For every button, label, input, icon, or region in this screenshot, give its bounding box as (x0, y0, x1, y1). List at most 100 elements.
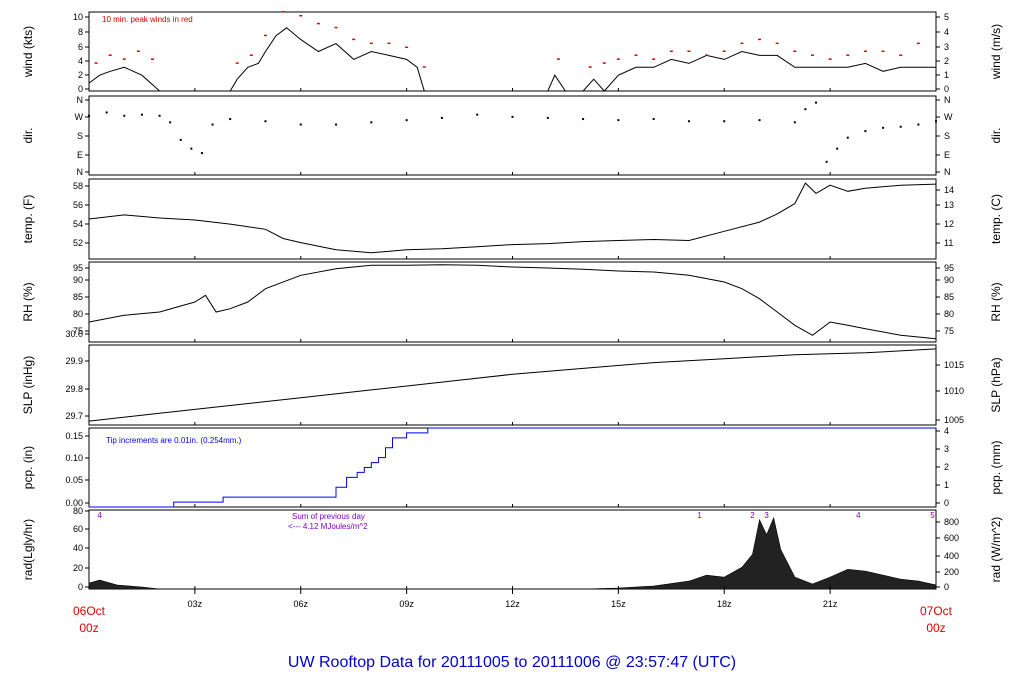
ytick-label-left: W (75, 112, 84, 122)
ylabel-left-slp: SLP (inHg) (21, 356, 35, 414)
peak-wind-mark (299, 14, 303, 17)
xtick-label: 06z (293, 599, 308, 609)
ytick-label-right: 90 (944, 275, 954, 285)
solar-mark: 1 (697, 511, 702, 520)
dir-point (864, 130, 867, 133)
dir-point (335, 123, 338, 126)
peak-wind-mark (405, 46, 409, 49)
ytick-label-left: 0 (78, 84, 83, 94)
dir-point (476, 113, 479, 116)
ytick-label-right: 2 (944, 462, 949, 472)
peak-wind-mark (793, 50, 797, 52)
peak-wind-mark (556, 58, 560, 60)
dir-point (140, 113, 143, 116)
ylabel-right-dir: dir. (989, 127, 1003, 143)
dir-point (88, 114, 90, 117)
dir-point (200, 152, 203, 155)
panel-frame-temp (88, 178, 937, 260)
ytick-label-right: 600 (944, 533, 959, 543)
peak-wind-mark (334, 26, 338, 29)
solar-mark: 4 (856, 511, 861, 520)
dir-point (546, 116, 549, 119)
ylabel-right-slp: SLP (hPa) (989, 357, 1003, 412)
peak-wind-mark (136, 50, 140, 52)
ytick-label-right: N (944, 167, 951, 177)
ytick-label-left: 30.0 (65, 329, 83, 339)
ytick-label-right: 0 (944, 582, 949, 592)
panel-slp: 29.7 29.8 29.9 30.0 1005 1010 1015 SLP (inHg) SL… (21, 329, 1003, 426)
xtick-label: 12z (505, 599, 520, 609)
ytick-label-right: 4 (944, 27, 949, 37)
ytick-label-left: N (77, 95, 84, 105)
ytick-label-right: 80 (944, 309, 954, 319)
ytick-label-right: W (944, 112, 953, 122)
ytick-label-right: S (944, 131, 950, 141)
peak-wind-mark (634, 54, 638, 56)
solar-mark: 3 (764, 511, 769, 520)
ytick-label-right: 1 (944, 70, 949, 80)
ytick-label-right: 0 (944, 84, 949, 94)
ytick-label-right: 4 (944, 426, 949, 436)
panel-frame-wind (88, 11, 937, 92)
ytick-label-left: 0.15 (65, 431, 83, 441)
ytick-label-left: S (77, 131, 83, 141)
temp-line (88, 182, 937, 254)
ylabel-right-pcp: pcp. (mm) (989, 440, 1003, 494)
ylabel-left-rh: RH (%) (21, 282, 35, 321)
dir-point (190, 147, 193, 150)
dir-point (758, 119, 761, 122)
dir-point (405, 119, 408, 122)
ytick-label-right: 1010 (944, 386, 964, 396)
peak-wind-mark (387, 42, 391, 45)
dir-point (846, 136, 849, 139)
dir-point (264, 120, 267, 123)
peak-wind-mark (352, 38, 356, 41)
solar-mark: 4 (97, 511, 102, 520)
dir-point (899, 125, 902, 128)
panel-wind: 0 2 4 6 8 10 0 1 2 3 4 5 wind (kts) wind (m/s) 10 min.… (21, 11, 1003, 94)
wind-annotation: 10 min. peak winds in red (102, 15, 193, 24)
ytick-label-left: 0 (78, 582, 83, 592)
xtick-label: 09z (399, 599, 414, 609)
ytick-label-left: 6 (78, 42, 83, 52)
ytick-label-right: 0 (944, 498, 949, 508)
ytick-label-left: 56 (73, 200, 83, 210)
xtick-label: 21z (823, 599, 838, 609)
peak-wind-mark (916, 42, 920, 45)
peak-wind-mark (828, 58, 832, 60)
peak-wind-mark (669, 50, 673, 52)
x-end-date: 07Oct (920, 604, 953, 618)
ytick-label-left: 75 (73, 326, 83, 336)
ytick-label-right: 1 (944, 480, 949, 490)
rad-annotation-2: <--- 4.12 MJoules/m^2 (288, 522, 368, 531)
panel-frame-rh (88, 261, 937, 343)
ytick-label-left: 29.7 (65, 411, 83, 421)
panel-temp: 52 54 56 58 11 12 13 14 temp. (F) temp. (C) (21, 178, 1003, 260)
peak-wind-mark (281, 11, 285, 13)
peak-wind-mark (810, 54, 814, 56)
dir-point (917, 123, 920, 126)
dir-point (169, 121, 172, 124)
peak-wind-mark (369, 42, 373, 45)
panel-frame-slp (88, 344, 937, 426)
peak-wind-mark (602, 62, 606, 64)
peak-wind-mark (588, 66, 592, 68)
chart-title: UW Rooftop Data for 20111005 to 20111006… (288, 654, 736, 671)
ytick-label-right: 13 (944, 200, 954, 210)
wind-line (88, 27, 936, 92)
peak-wind-mark (758, 38, 762, 41)
ytick-label-left: 58 (73, 181, 83, 191)
dir-point (158, 114, 161, 117)
dir-point (793, 121, 796, 124)
peak-wind-mark (740, 42, 744, 45)
ytick-label-right: E (944, 150, 950, 160)
xtick-label: 15z (611, 599, 626, 609)
rad-area (88, 516, 937, 590)
ytick-label-left: 95 (73, 263, 83, 273)
ytick-label-right: 2 (944, 56, 949, 66)
ytick-label-right: 12 (944, 219, 954, 229)
peak-wind-mark (249, 54, 253, 56)
ytick-label-left: 40 (73, 543, 83, 553)
ytick-label-left: 0.05 (65, 475, 83, 485)
